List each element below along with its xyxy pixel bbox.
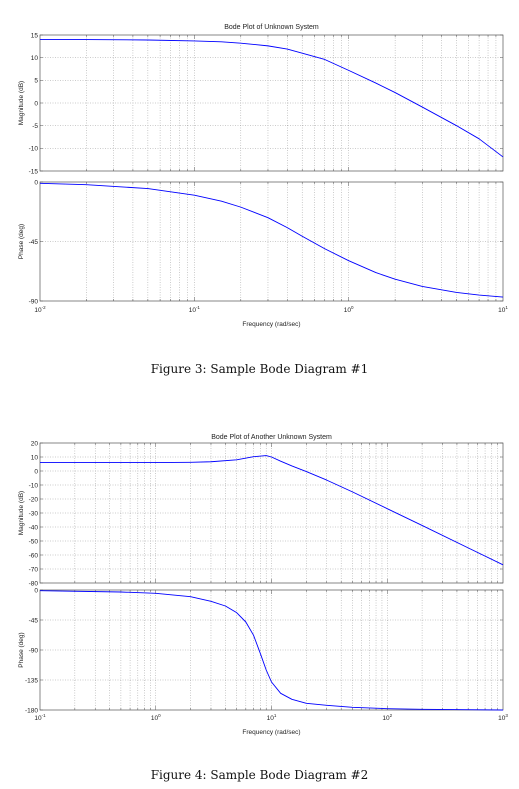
- x-tick-label: 100: [344, 305, 354, 314]
- y-tick-label: 0: [34, 468, 38, 475]
- magnitude-series-line: [40, 39, 504, 158]
- y-tick-label: -50: [29, 538, 39, 545]
- phase-axes-box: [39, 181, 504, 302]
- y-tick-label: -20: [29, 496, 39, 503]
- y-tick-label: -40: [29, 524, 39, 531]
- figure-2-caption: Figure 4: Sample Bode Diagram #2: [150, 768, 369, 782]
- y-tick-label: 10: [31, 454, 39, 461]
- y-tick-label: 0: [34, 587, 38, 594]
- y-tick-label: -90: [29, 647, 39, 654]
- y-tick-label: -30: [29, 510, 39, 517]
- phase-panel: 0 -45 -90 Phase (deg): [18, 179, 504, 305]
- y-tick-label: -10: [29, 146, 39, 153]
- magnitude-axes-box: [39, 34, 504, 172]
- y-tick-label: -60: [29, 552, 39, 559]
- magnitude-axis-label: Magnitude (dB): [18, 491, 25, 535]
- figure-2: Bode Plot of Another Unknown System 20 10 0…: [0, 428, 519, 738]
- x-axis-label: Frequency (rad/sec): [242, 729, 300, 736]
- magnitude-series-line: [40, 455, 504, 566]
- y-tick-label: -90: [29, 298, 39, 305]
- magnitude-axis-label: Magnitude (dB): [18, 81, 25, 125]
- x-tick-label: 10-1: [34, 713, 46, 722]
- y-tick-label: 0: [34, 179, 38, 186]
- bode-plot-1-svg: Bode Plot of Unknown System 15 10 5 0 -5 -10 -1…: [18, 24, 508, 328]
- chart-title: Bode Plot of Another Unknown System: [211, 434, 332, 441]
- y-tick-label: 20: [31, 440, 39, 447]
- y-tick-label: -135: [25, 677, 38, 684]
- phase-axis-label: Phase (deg): [18, 632, 25, 667]
- y-tick-label: -180: [25, 707, 38, 714]
- x-tick-label: 103: [498, 713, 508, 722]
- x-tick-label: 10-1: [189, 305, 201, 314]
- y-tick-label: -80: [29, 580, 39, 587]
- x-tick-label: 100: [151, 713, 161, 722]
- y-tick-label: 5: [34, 78, 38, 85]
- x-tick-label: 10-2: [34, 305, 46, 314]
- phase-axis-label: Phase (deg): [18, 224, 25, 259]
- magnitude-panel: 20 10 0 -10 -20 -30 -40 -50 -60 -70 -80 Magnitude (…: [18, 440, 504, 587]
- y-tick-label: 0: [34, 100, 38, 107]
- x-tick-label: 101: [498, 305, 508, 314]
- y-tick-label: -5: [32, 123, 38, 130]
- phase-panel: 0 -45 -90 -135 -180 Phase (deg): [18, 587, 504, 714]
- y-tick-label: -70: [29, 566, 39, 573]
- y-tick-label: -15: [29, 168, 39, 175]
- magnitude-panel: 15 10 5 0 -5 -10 -15 Magnitude (dB): [18, 32, 504, 175]
- phase-series-line: [39, 182, 504, 298]
- x-tick-label: 102: [382, 713, 392, 722]
- figure-1: Bode Plot of Unknown System 15 10 5 0 -5 -10 -1…: [0, 18, 519, 330]
- phase-series-line: [39, 590, 504, 711]
- x-tick-label: 101: [267, 713, 277, 722]
- bode-plot-2-svg: Bode Plot of Another Unknown System20100…: [18, 434, 508, 736]
- chart-title: Bode Plot of Unknown System: [224, 24, 319, 31]
- figure-1-caption: Figure 3: Sample Bode Diagram #1: [150, 362, 369, 376]
- y-tick-label: 10: [31, 55, 39, 62]
- y-tick-label: -45: [29, 239, 39, 246]
- y-tick-label: -10: [29, 482, 39, 489]
- x-axis-label: Frequency (rad/sec): [242, 321, 300, 328]
- y-tick-label: -45: [29, 617, 39, 624]
- y-tick-label: 15: [31, 32, 39, 39]
